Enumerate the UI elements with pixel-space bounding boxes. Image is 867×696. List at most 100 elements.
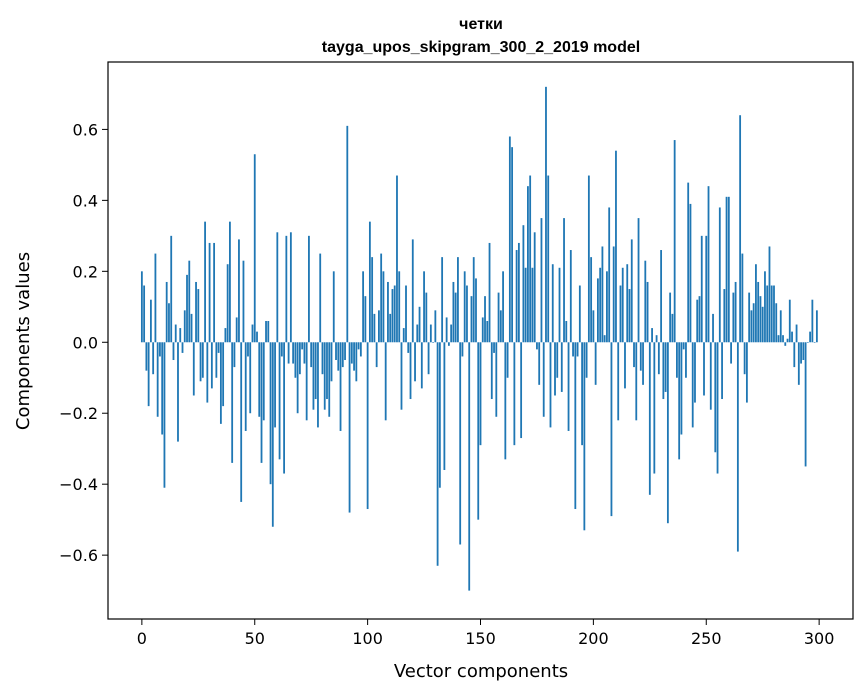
bar-component-265 bbox=[739, 115, 742, 343]
bar-component-295 bbox=[806, 342, 809, 343]
bar-component-246 bbox=[696, 299, 699, 343]
bar-component-117 bbox=[405, 285, 407, 343]
x-tick-label: 150 bbox=[465, 629, 496, 648]
bar-component-242 bbox=[687, 182, 690, 343]
bar-component-29 bbox=[206, 342, 209, 403]
bar-component-9 bbox=[161, 342, 164, 435]
bar-component-112 bbox=[393, 285, 396, 343]
bar-component-205 bbox=[603, 335, 606, 343]
bar-component-88 bbox=[339, 342, 342, 431]
bar-component-294 bbox=[804, 342, 807, 467]
bar-component-131 bbox=[436, 342, 439, 566]
bar-component-219 bbox=[635, 342, 638, 421]
bar-component-70 bbox=[298, 342, 301, 375]
bar-component-152 bbox=[484, 296, 486, 343]
bar-component-58 bbox=[271, 342, 274, 527]
bar-component-274 bbox=[759, 296, 762, 343]
bar-component-136 bbox=[447, 342, 450, 346]
bar-component-138 bbox=[452, 281, 455, 343]
bar-component-256 bbox=[718, 207, 721, 343]
bar-component-245 bbox=[694, 342, 696, 403]
bar-component-76 bbox=[312, 342, 315, 410]
x-tick-label: 50 bbox=[245, 629, 265, 648]
bar-component-222 bbox=[642, 342, 644, 385]
bar-component-156 bbox=[493, 342, 495, 353]
bar-component-105 bbox=[378, 310, 380, 343]
bar-component-264 bbox=[736, 342, 739, 552]
bar-component-267 bbox=[743, 342, 746, 375]
bar-component-216 bbox=[628, 289, 631, 343]
bar-component-73 bbox=[305, 342, 308, 421]
x-axis-ticks: 0 50 100 150 200 250 300 bbox=[137, 619, 834, 648]
bar-component-18 bbox=[181, 342, 184, 353]
bar-component-200 bbox=[592, 310, 595, 343]
bar-component-137 bbox=[450, 324, 453, 343]
bar-component-186 bbox=[560, 342, 563, 392]
bar-component-221 bbox=[639, 342, 642, 371]
bar-component-119 bbox=[409, 342, 412, 400]
x-tick-label: 100 bbox=[352, 629, 383, 648]
bar-component-241 bbox=[685, 342, 687, 378]
bar-component-280 bbox=[773, 285, 775, 343]
bar-component-126 bbox=[425, 292, 428, 343]
bar-component-54 bbox=[262, 342, 265, 421]
bar-component-228 bbox=[655, 335, 658, 343]
bar-component-189 bbox=[567, 342, 570, 431]
bar-component-148 bbox=[475, 278, 477, 343]
bar-component-72 bbox=[303, 342, 306, 364]
bar-component-63 bbox=[283, 342, 285, 474]
bar-component-94 bbox=[353, 342, 355, 371]
bar-component-125 bbox=[423, 271, 425, 343]
bar-component-260 bbox=[727, 196, 730, 343]
bar-component-206 bbox=[606, 271, 608, 343]
bar-component-193 bbox=[576, 342, 579, 357]
bar-component-192 bbox=[574, 342, 577, 510]
bar-component-40 bbox=[231, 342, 234, 463]
bar-component-226 bbox=[651, 328, 653, 343]
bar-component-110 bbox=[389, 313, 392, 343]
bar-component-95 bbox=[355, 342, 358, 382]
bar-component-140 bbox=[457, 257, 459, 343]
bar-component-281 bbox=[775, 303, 778, 343]
bar-component-165 bbox=[513, 342, 516, 446]
bar-component-207 bbox=[608, 207, 611, 343]
bar-component-83 bbox=[328, 342, 331, 417]
bar-component-89 bbox=[341, 342, 344, 368]
bar-component-49 bbox=[251, 324, 254, 343]
bar-component-231 bbox=[662, 342, 665, 400]
bar-component-177 bbox=[540, 218, 543, 343]
bar-component-251 bbox=[707, 186, 710, 343]
bar-component-288 bbox=[791, 331, 793, 343]
bar-component-291 bbox=[797, 342, 800, 385]
bar-component-12 bbox=[168, 303, 170, 343]
bar-component-122 bbox=[416, 324, 419, 343]
bar-component-160 bbox=[502, 271, 504, 343]
bar-component-116 bbox=[402, 328, 405, 343]
bar-component-174 bbox=[533, 232, 536, 343]
bar-component-93 bbox=[350, 342, 353, 364]
x-axis-label: Vector components bbox=[394, 661, 568, 682]
bar-component-259 bbox=[725, 196, 728, 343]
bar-component-269 bbox=[748, 292, 751, 343]
bar-component-257 bbox=[721, 342, 723, 400]
bar-component-225 bbox=[648, 342, 651, 495]
bar-component-68 bbox=[294, 342, 297, 378]
bar-component-109 bbox=[387, 281, 389, 343]
bar-component-208 bbox=[610, 342, 613, 517]
bar-component-37 bbox=[224, 328, 227, 343]
bar-component-39 bbox=[229, 221, 231, 343]
bar-component-50 bbox=[253, 154, 256, 343]
bar-component-166 bbox=[515, 250, 518, 343]
bar-component-121 bbox=[414, 342, 416, 382]
bar-component-149 bbox=[477, 342, 480, 520]
bar-component-229 bbox=[657, 342, 660, 375]
bar-component-104 bbox=[375, 342, 378, 368]
bar-component-98 bbox=[362, 271, 365, 343]
bar-component-296 bbox=[809, 331, 812, 343]
bar-component-44 bbox=[240, 342, 243, 502]
bar-component-113 bbox=[396, 175, 398, 343]
bar-component-284 bbox=[782, 335, 784, 343]
bar-component-196 bbox=[583, 342, 586, 531]
bar-component-182 bbox=[551, 264, 554, 343]
bar-component-33 bbox=[215, 342, 218, 378]
